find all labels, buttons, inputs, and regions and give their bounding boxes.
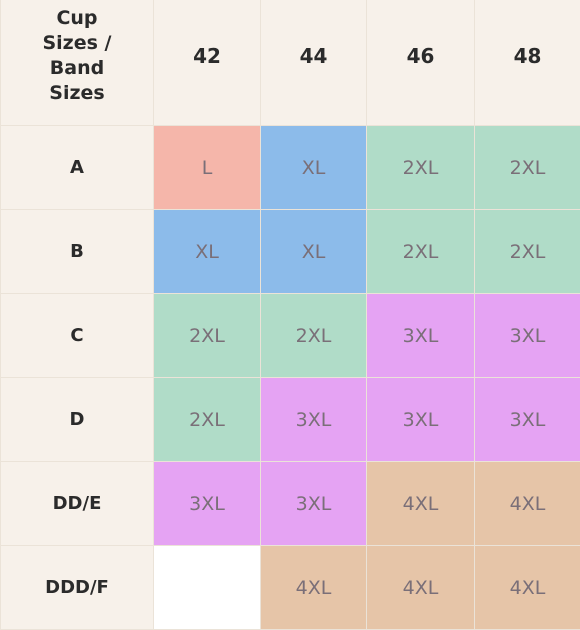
- cup-size-label: DD/E: [1, 462, 154, 546]
- header-row: Cup Sizes / Band Sizes 42 44 46 48: [1, 0, 580, 126]
- band-size-header-42: 42: [154, 0, 261, 126]
- band-size-header-44: 44: [261, 0, 367, 126]
- cup-size-label: C: [1, 294, 154, 378]
- size-cell: 2XL: [154, 378, 261, 462]
- size-cell: 2XL: [261, 294, 367, 378]
- size-cell: 3XL: [475, 294, 580, 378]
- size-cell: 4XL: [475, 546, 580, 630]
- band-size-header-48: 48: [475, 0, 580, 126]
- band-size-header-46: 46: [367, 0, 475, 126]
- size-cell: 4XL: [261, 546, 367, 630]
- size-cell: 3XL: [367, 294, 475, 378]
- size-cell: L: [154, 126, 261, 210]
- size-cell: 3XL: [154, 462, 261, 546]
- size-cell: 3XL: [261, 378, 367, 462]
- size-cell: 3XL: [367, 378, 475, 462]
- corner-header-line: Sizes: [1, 81, 153, 106]
- size-cell: XL: [261, 126, 367, 210]
- size-cell: 4XL: [367, 546, 475, 630]
- size-cell: 4XL: [475, 462, 580, 546]
- size-cell: XL: [261, 210, 367, 294]
- corner-header: Cup Sizes / Band Sizes: [1, 0, 154, 126]
- size-cell: XL: [154, 210, 261, 294]
- size-cell: [154, 546, 261, 630]
- cup-size-label: D: [1, 378, 154, 462]
- corner-header-line: Band: [1, 56, 153, 81]
- size-cell: 2XL: [367, 126, 475, 210]
- size-cell: 2XL: [475, 210, 580, 294]
- size-cell: 2XL: [154, 294, 261, 378]
- cup-size-label: B: [1, 210, 154, 294]
- corner-header-line: Cup: [1, 6, 153, 31]
- size-cell: 3XL: [475, 378, 580, 462]
- corner-header-line: Sizes /: [1, 31, 153, 56]
- cup-size-label: A: [1, 126, 154, 210]
- size-cell: 3XL: [261, 462, 367, 546]
- size-cell: 2XL: [475, 126, 580, 210]
- size-cell: 4XL: [367, 462, 475, 546]
- size-cell: 2XL: [367, 210, 475, 294]
- cup-size-label: DDD/F: [1, 546, 154, 630]
